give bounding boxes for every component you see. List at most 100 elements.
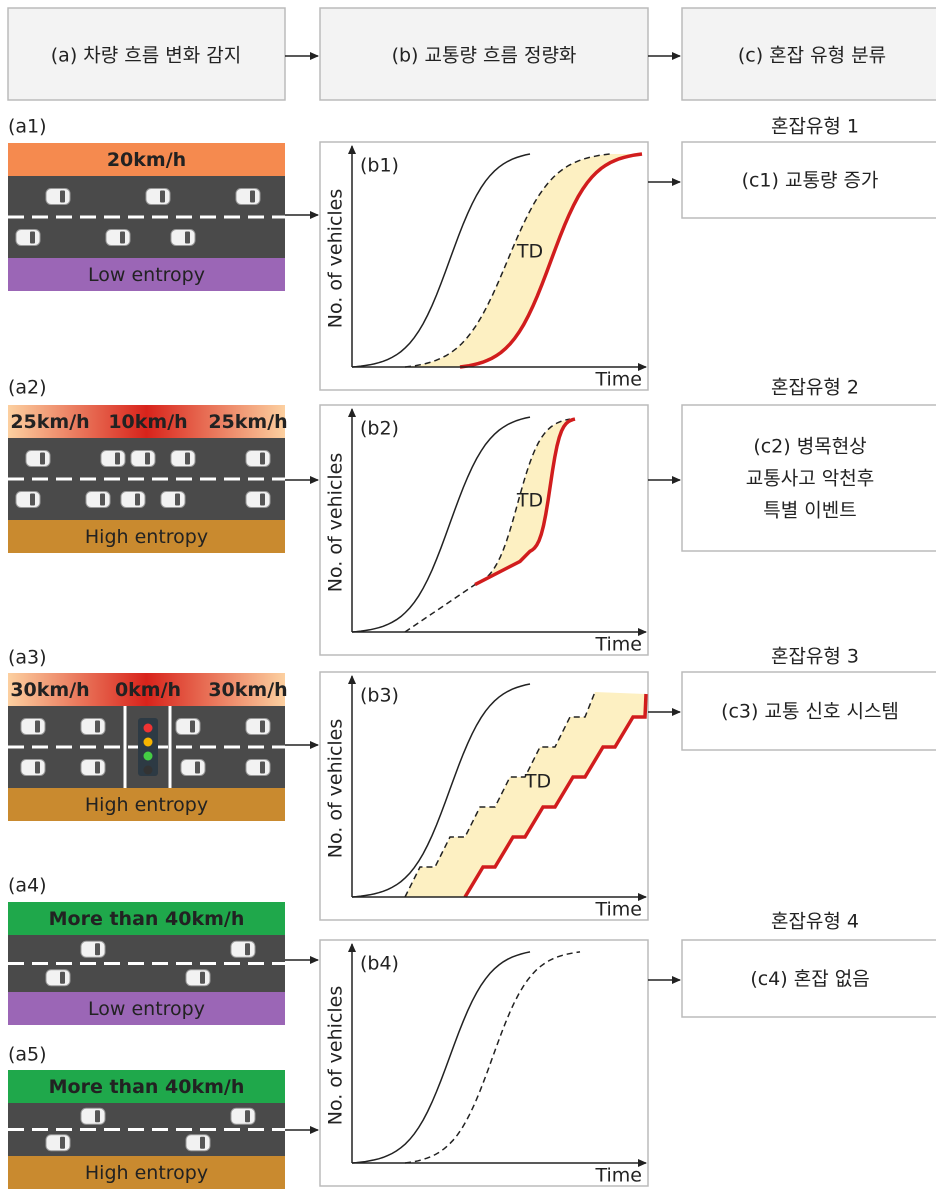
td-area — [405, 419, 575, 632]
curve-actual — [459, 152, 643, 369]
entropy-label: High entropy — [85, 526, 208, 548]
car-window — [35, 720, 40, 733]
car — [130, 450, 156, 467]
type-text: (c3) 교통 신호 시스템 — [721, 701, 899, 723]
speed-label: 20km/h — [107, 149, 186, 171]
car — [120, 491, 146, 508]
panel-label: (a3) — [8, 647, 47, 669]
type-text: 교통사고 악천후 — [746, 468, 874, 490]
car-window — [30, 231, 35, 244]
car-window — [260, 720, 265, 733]
plot: (b3) No. of vehicles Time TD — [319, 671, 649, 921]
step-box — [681, 7, 936, 101]
panel-label: (a4) — [8, 875, 47, 897]
entropy-label: Low entropy — [88, 998, 205, 1020]
speed-label: 25km/h — [208, 411, 287, 433]
car-window — [95, 1110, 100, 1123]
car — [180, 759, 206, 776]
curve-actual — [463, 693, 648, 898]
panel-label: (b2) — [360, 418, 399, 440]
panel-label: (b4) — [360, 953, 399, 975]
curve-expected — [404, 153, 611, 368]
car — [245, 759, 271, 776]
type-text: (c4) 혼잡 없음 — [750, 968, 869, 990]
speed-band — [8, 405, 285, 438]
car-window — [40, 452, 45, 465]
car-window — [95, 761, 100, 774]
car — [170, 450, 196, 467]
entropy-label: High entropy — [85, 1162, 208, 1184]
curve-cumulative — [351, 683, 531, 898]
panel-label: (b3) — [360, 685, 399, 707]
car — [145, 188, 171, 205]
y-axis-title: No. of vehicles — [325, 189, 347, 329]
entropy-label: Low entropy — [88, 264, 205, 286]
step-box — [7, 7, 286, 101]
car-window — [260, 452, 265, 465]
car-window — [185, 231, 190, 244]
car — [185, 1134, 211, 1152]
td-label: TD — [516, 241, 543, 263]
signal — [143, 737, 153, 747]
plot-box — [319, 404, 649, 656]
car-window — [60, 971, 65, 984]
car-window — [115, 452, 120, 465]
entropy-band — [8, 520, 285, 553]
car-window — [195, 761, 200, 774]
traffic-light — [138, 718, 158, 776]
car — [45, 969, 71, 987]
car-window — [200, 971, 205, 984]
car-window — [160, 190, 165, 203]
car — [245, 450, 271, 467]
x-axis-title: Time — [595, 369, 643, 391]
car-window — [250, 190, 255, 203]
car — [20, 718, 46, 735]
y-axis-title: No. of vehicles — [325, 719, 347, 859]
type-box — [681, 404, 936, 552]
car-window — [135, 493, 140, 506]
x-axis-title: Time — [595, 1165, 643, 1187]
type-text: 특별 이벤트 — [763, 500, 856, 522]
car — [15, 229, 41, 246]
car — [245, 491, 271, 508]
car — [105, 229, 131, 246]
car-window — [190, 720, 195, 733]
car — [245, 718, 271, 735]
x-axis-title: Time — [595, 634, 643, 656]
step-box — [319, 7, 649, 101]
entropy-label: High entropy — [85, 794, 208, 816]
car-window — [245, 1110, 250, 1123]
plot: (b2) No. of vehicles Time TD — [319, 404, 649, 656]
signal — [143, 751, 153, 761]
curve-cumulative — [351, 951, 531, 1164]
car-window — [100, 493, 105, 506]
car — [45, 1134, 71, 1152]
car — [25, 450, 51, 467]
panel-label: (b1) — [360, 155, 399, 177]
car — [170, 229, 196, 246]
y-axis-title: No. of vehicles — [325, 986, 347, 1126]
car-window — [145, 452, 150, 465]
type-text: (c2) 병목현상 — [753, 436, 866, 458]
car — [175, 718, 201, 735]
car — [80, 1107, 106, 1125]
car-window — [245, 943, 250, 956]
signal — [143, 723, 153, 733]
entropy-band — [8, 258, 285, 291]
car — [80, 759, 106, 776]
td-label: TD — [516, 489, 543, 511]
car — [160, 491, 186, 508]
car-window — [260, 493, 265, 506]
step-label: (c) 혼잡 유형 분류 — [738, 45, 886, 67]
car-window — [95, 943, 100, 956]
type-text: (c1) 교통량 증가 — [742, 170, 879, 192]
y-axis-title: No. of vehicles — [325, 453, 347, 593]
car-window — [120, 231, 125, 244]
plot: (b4) No. of vehicles Time — [319, 939, 649, 1187]
plot: (b1) No. of vehicles Time TD — [319, 141, 649, 391]
type-heading: 혼잡유형 2 — [771, 377, 859, 399]
curve-cumulative — [351, 153, 531, 368]
car-window — [260, 761, 265, 774]
car-window — [175, 493, 180, 506]
curve-expected — [404, 691, 596, 898]
